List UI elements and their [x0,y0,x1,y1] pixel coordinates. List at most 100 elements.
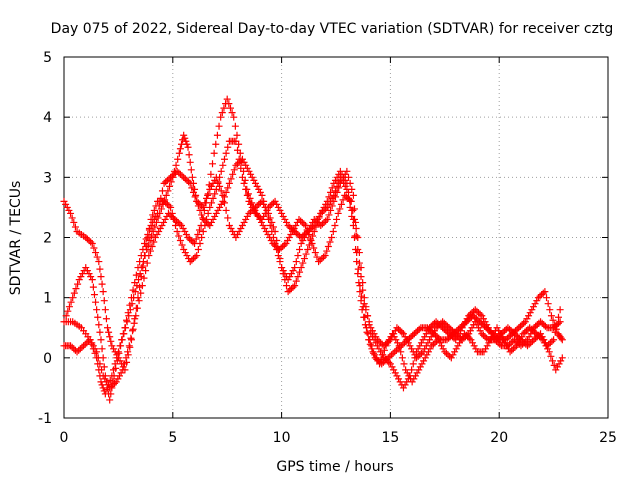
data-point [220,193,228,201]
data-point [90,244,98,252]
data-point [214,178,222,186]
data-point [209,194,217,202]
data-point [543,342,551,350]
data-point [279,212,287,220]
data-point [525,333,533,341]
data-point [292,258,300,266]
data-point [369,348,377,356]
data-point [558,354,566,362]
data-point [476,327,484,335]
data-point [189,238,197,246]
data-point [197,221,205,229]
data-point [110,345,118,353]
data-point [184,143,192,151]
data-point [422,330,430,338]
data-point [393,372,401,380]
data-point [139,258,147,266]
data-point [199,203,207,211]
data-point [75,346,83,354]
data-point [515,334,523,342]
data-point [426,324,434,332]
data-point [314,218,322,226]
data-point [222,149,230,157]
data-point [96,265,104,273]
data-point [218,109,226,117]
data-point [528,337,536,345]
data-point [169,173,177,181]
data-point [156,224,164,232]
data-point [427,333,435,341]
data-point [550,336,558,344]
data-point [135,276,143,284]
data-point [424,327,432,335]
data-point [429,340,437,348]
data-point [227,175,235,183]
data-point [71,223,79,231]
data-point [156,209,164,217]
data-point [115,349,123,357]
data-point [121,324,129,332]
data-point [149,211,157,219]
data-point [261,224,269,232]
data-point [318,255,326,263]
data-point [188,173,196,181]
data-point [260,197,268,205]
data-point [326,238,334,246]
data-point [520,339,528,347]
data-point [433,337,441,345]
y-tick-label: -1 [38,411,52,427]
data-point [399,340,407,348]
data-point [311,249,319,257]
data-point [135,297,143,305]
data-point [510,330,518,338]
data-point [224,214,232,222]
data-point [415,366,423,374]
data-point [337,200,345,208]
data-point [216,182,224,190]
y-tick-label: 3 [43,170,52,186]
data-point [181,175,189,183]
data-point [186,158,194,166]
data-point [166,182,174,190]
data-point [140,274,148,282]
data-point [167,178,175,186]
data-point [494,333,502,341]
data-point [259,221,267,229]
data-point [269,223,277,231]
data-point [408,366,416,374]
data-point [144,230,152,238]
data-point [138,264,146,272]
data-point [202,199,210,207]
data-point [476,310,484,318]
data-point [409,331,417,339]
data-point [312,217,320,225]
data-point [240,218,248,226]
data-point [333,215,341,223]
data-point [114,375,122,383]
data-point [280,241,288,249]
data-point [550,324,558,332]
data-point [406,342,414,350]
data-point [481,333,489,341]
data-point [529,303,537,311]
data-point [169,214,177,222]
data-point [148,232,156,240]
data-point [506,348,514,356]
data-point [338,176,346,184]
data-point [63,203,71,211]
data-point [284,276,292,284]
data-point [552,366,560,374]
data-point [517,342,525,350]
data-point [120,360,128,368]
data-point [434,322,442,330]
data-point [452,345,460,353]
data-point [439,324,447,332]
data-point [323,197,331,205]
data-point [186,258,194,266]
data-point [98,381,106,389]
data-point [328,184,336,192]
data-point [181,249,189,257]
data-point [523,342,531,350]
data-point [480,348,488,356]
data-point [93,253,101,261]
